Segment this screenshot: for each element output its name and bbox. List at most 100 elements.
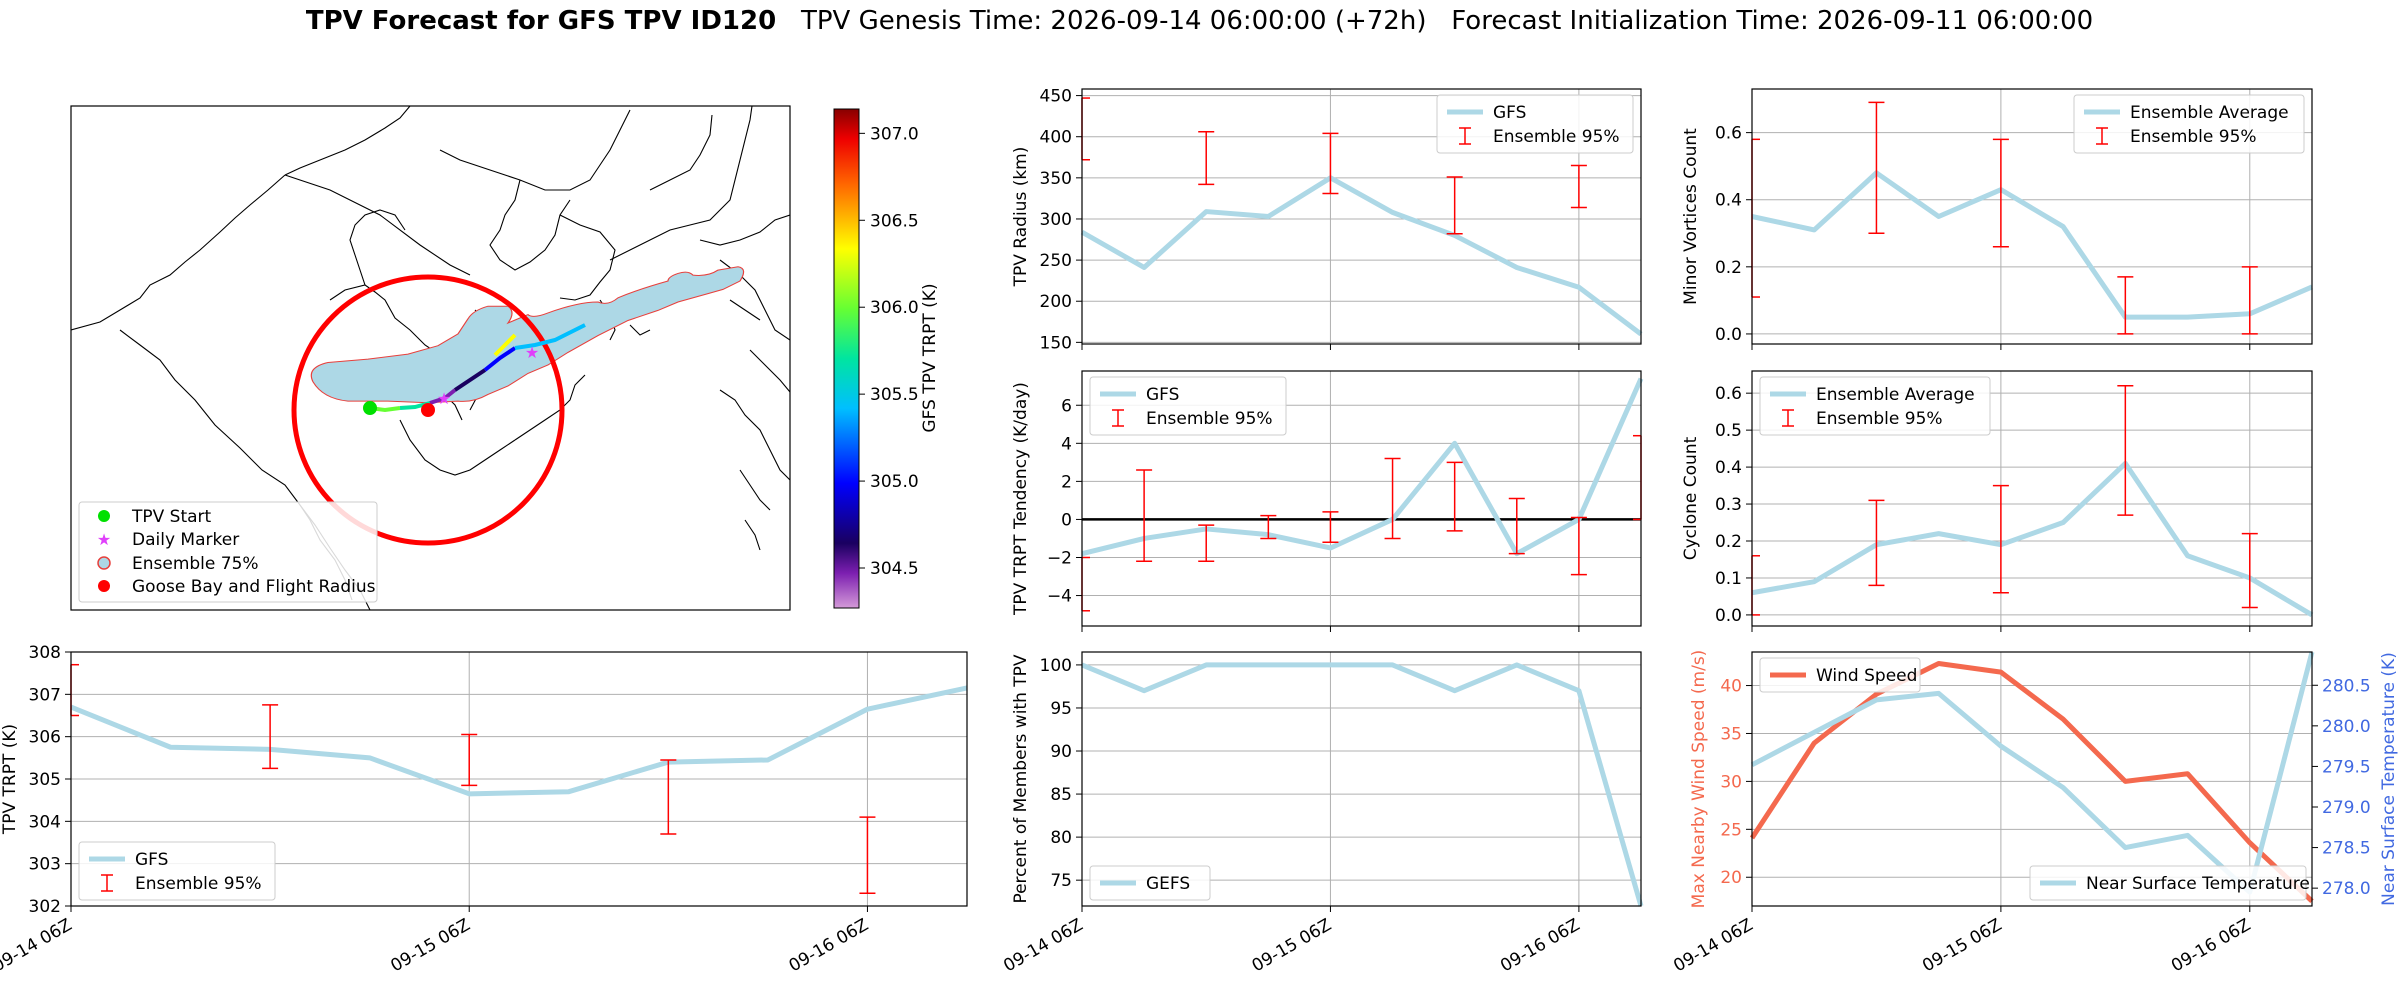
wind-legend: Near Surface Temperature [2029, 865, 2310, 901]
tendency-errorbar [1633, 434, 1642, 521]
minor-ytick-label: 0.6 [1715, 124, 1742, 144]
minor-ytick-label: 0.0 [1715, 325, 1742, 345]
trpt-xtick-label: 09-14 06Z [0, 915, 76, 976]
tendency-errorbar [1384, 457, 1401, 540]
legend-goose-bay-icon [98, 580, 110, 592]
tendency-errorbar [1322, 511, 1339, 544]
cyclone-legend: Ensemble Average Ensemble 95% [1759, 376, 1991, 436]
minor-panel: 0.0 0.2 0.4 0.6 Minor Vortices Count Ensemble… [1681, 88, 2313, 350]
tendency-errorbar [1081, 556, 1090, 612]
legend-goose-bay: Goose Bay and Flight Radius [132, 577, 376, 597]
figure-title: TPV Forecast for GFS TPV ID120 TPV Genes… [0, 6, 2399, 36]
colorbar-tick-label: 304.5 [870, 559, 919, 579]
cyclone-frame [1751, 370, 2313, 627]
trpt-ytick-label: 307 [29, 685, 61, 705]
wind-series-line [1750, 651, 2315, 895]
percent-xtick-label: 09-16 06Z [1497, 915, 1583, 976]
radius-frame [1081, 88, 1642, 345]
trpt-ytick-label: 304 [29, 812, 61, 832]
minor-errorbar [2241, 266, 2258, 335]
wind-ytick-right-label: 278.5 [2322, 839, 2371, 859]
cyclone-ytick-label: 0.2 [1715, 532, 1742, 552]
trpt-xtick-label: 09-16 06Z [786, 915, 872, 976]
tendency-series-line [1081, 377, 1644, 557]
percent-ylabel: Percent of Members with TPV [1011, 654, 1031, 903]
cyclone-errorbar [1992, 484, 2009, 594]
radius-errorbar [1446, 176, 1463, 235]
trpt-ytick-label: 302 [29, 897, 61, 917]
cyclone-errorbar [1751, 555, 1760, 616]
cyclone-ylabel: Cyclone Count [1681, 436, 1701, 560]
percent-legend-label: GEFS [1146, 874, 1190, 894]
percent-legend: GEFS [1089, 865, 1211, 901]
daily-marker-2: ★ [525, 343, 539, 362]
cyclone-errorbar [1868, 499, 1885, 587]
ensemble-75-region [310, 266, 745, 404]
radius-ylabel: TPV Radius (km) [1011, 147, 1031, 288]
goose-bay-marker [421, 403, 435, 417]
radius-series-line [1080, 175, 1643, 337]
legend-ensemble-icon [97, 556, 111, 570]
title-bold: TPV Forecast for GFS TPV ID120 [305, 6, 777, 36]
wind-legend-box [1759, 657, 1921, 693]
minor-ytick-label: 0.2 [1715, 258, 1742, 278]
trpt-ytick-label: 308 [29, 643, 61, 663]
minor-legend: Ensemble Average Ensemble 95% [2073, 94, 2305, 154]
tendency-legend-label: GFS [1146, 385, 1179, 405]
minor-series-line [1751, 170, 2313, 320]
percent-xtick-label: 09-14 06Z [1000, 915, 1086, 976]
minor-ylabel: Minor Vortices Count [1681, 128, 1701, 305]
wind-ytick-right-label: 280.5 [2322, 676, 2371, 696]
title-genesis: TPV Genesis Time: 2026-09-14 06:00:00 (+… [800, 6, 1427, 36]
trpt-legend-label: Ensemble 95% [135, 874, 262, 894]
radius-errorbar [1322, 132, 1339, 195]
cyclone-series-line [1751, 460, 2314, 618]
legend-tpv-start: TPV Start [131, 507, 212, 527]
tendency-ytick-label: 6 [1061, 396, 1072, 416]
radius-legend-label: GFS [1493, 103, 1526, 123]
trpt-ytick-label: 303 [29, 855, 61, 875]
tendency-legend-box [1089, 376, 1287, 436]
trpt-ylabel: TPV TRPT (K) [0, 724, 20, 835]
minor-errorbar [1868, 101, 1885, 235]
wind-xtick-label: 09-14 06Z [1670, 915, 1756, 976]
tendency-errorbar [1570, 516, 1587, 576]
wind-ylabel: Max Nearby Wind Speed (m/s) [1689, 650, 1709, 909]
wind-ytick-label: 40 [1720, 677, 1742, 697]
percent-xtick-label: 09-15 06Z [1249, 915, 1335, 976]
cyclone-ytick-label: 0.5 [1715, 421, 1742, 441]
tendency-panel: −4 −2 0 2 4 6 TPV TRPT Tendency (K/day) GFS Ense… [1011, 370, 1644, 632]
cyclone-legend-label: Ensemble Average [1816, 385, 1975, 405]
radius-ytick-label: 150 [1040, 333, 1072, 353]
wind-ytick-label: 30 [1720, 772, 1742, 792]
wind-ytick-right-label: 280.0 [2322, 717, 2371, 737]
trpt-xtick-label: 09-15 06Z [387, 915, 473, 976]
tendency-ytick-label: −4 [1047, 587, 1072, 607]
cyclone-panel: 0.0 0.1 0.2 0.3 0.4 0.5 0.6 Cyclone Count Ensemb… [1681, 370, 2314, 632]
map-legend: TPV Start ★ Daily Marker Ensemble 75% Go… [78, 501, 378, 603]
tendency-errorbar [1198, 524, 1215, 563]
colorbar-tick-label: 306.5 [870, 211, 919, 231]
wind-xtick-label: 09-16 06Z [2168, 915, 2254, 976]
tendency-ylabel: TPV TRPT Tendency (K/day) [1011, 382, 1031, 616]
radius-legend-label: Ensemble 95% [1493, 127, 1620, 147]
radius-legend-box [1436, 94, 1634, 154]
colorbar-tick-label: 307.0 [870, 124, 919, 144]
minor-ytick-label: 0.4 [1715, 191, 1742, 211]
trpt-legend-box [78, 841, 276, 901]
wind-ytick-label: 35 [1720, 724, 1742, 744]
wind-legend: Wind Speed [1759, 657, 1921, 693]
wind-legend-label: Near Surface Temperature [2086, 874, 2310, 894]
percent-ytick-label: 90 [1050, 742, 1072, 762]
minor-legend-label: Ensemble Average [2130, 103, 2289, 123]
wind-ytick-label: 20 [1720, 868, 1742, 888]
tendency-errorbar [1508, 497, 1525, 555]
tendency-legend-label: Ensemble 95% [1146, 409, 1273, 429]
wind-xtick-label: 09-15 06Z [1919, 915, 2005, 976]
title-init: Forecast Initialization Time: 2026-09-11… [1451, 6, 2094, 36]
flight-radius-circle [291, 274, 565, 546]
legend-daily-marker: Daily Marker [132, 530, 239, 550]
wind-panel: 20 25 30 35 40 Max Nearby Wind Speed (m/s) 278… [1670, 650, 2399, 977]
percent-ytick-label: 75 [1050, 871, 1072, 891]
